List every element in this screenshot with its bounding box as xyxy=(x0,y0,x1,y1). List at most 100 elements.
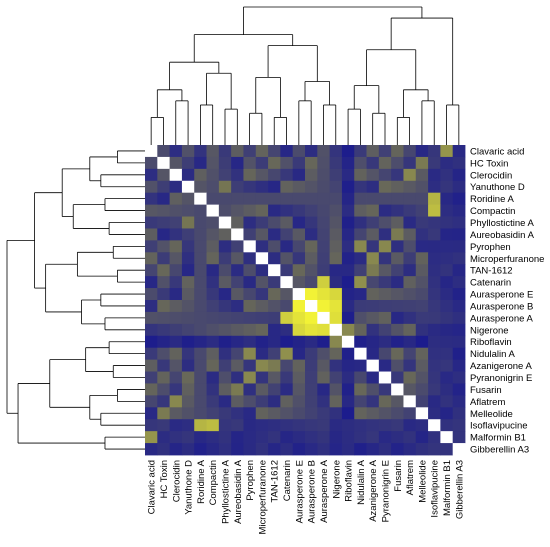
heatmap-cell xyxy=(354,311,367,325)
heatmap-cell xyxy=(292,276,306,289)
heatmap-cell xyxy=(440,264,454,277)
heatmap-cell xyxy=(255,323,269,337)
heatmap-cell xyxy=(415,311,429,325)
row-label: Roridine A xyxy=(470,194,514,205)
heatmap-cell xyxy=(194,323,207,337)
heatmap-cell xyxy=(428,407,441,420)
heatmap-cell xyxy=(415,300,429,313)
heatmap-cell xyxy=(268,347,281,361)
heatmap-cell xyxy=(231,395,244,408)
heatmap-cell xyxy=(366,264,380,277)
heatmap-cell xyxy=(280,323,294,337)
heatmap-cell xyxy=(366,347,380,361)
heatmap-cell xyxy=(354,216,367,229)
heatmap-cell xyxy=(194,168,207,182)
heatmap-cell xyxy=(169,264,183,277)
heatmap-cell xyxy=(305,359,318,372)
heatmap-cell xyxy=(329,443,343,456)
heatmap-cell xyxy=(452,276,466,289)
heatmap-cell xyxy=(428,156,441,170)
heatmap-cell xyxy=(428,371,441,384)
heatmap-cell xyxy=(354,323,367,337)
heatmap-cell xyxy=(341,395,355,408)
heatmap-cell xyxy=(268,407,281,420)
heatmap-cell xyxy=(292,288,306,301)
heatmap-cell xyxy=(218,335,232,349)
column-label: Aurasperone A xyxy=(319,459,330,523)
heatmap-cell xyxy=(145,216,158,229)
heatmap-cell xyxy=(243,216,257,229)
heatmap-cell xyxy=(280,311,294,325)
heatmap-cell xyxy=(317,359,331,372)
heatmap-cell xyxy=(157,240,171,253)
heatmap-cell xyxy=(391,216,404,229)
heatmap-cell xyxy=(428,264,441,277)
column-label: Aureobasidin A xyxy=(233,459,244,524)
heatmap-cell xyxy=(305,288,318,301)
heatmap-cell xyxy=(157,156,171,170)
heatmap-cell xyxy=(157,192,171,206)
heatmap-cell xyxy=(255,228,269,241)
heatmap-cell xyxy=(391,252,404,265)
heatmap-cell xyxy=(391,371,404,384)
heatmap-cell xyxy=(268,335,281,349)
heatmap-cell xyxy=(391,264,404,277)
heatmap-cell xyxy=(378,216,392,229)
heatmap-cell xyxy=(169,383,183,396)
heatmap-cell xyxy=(428,168,441,182)
heatmap-cell xyxy=(366,383,380,396)
heatmap-cell xyxy=(329,311,343,325)
heatmap-cell xyxy=(181,264,195,277)
heatmap-cell xyxy=(169,323,183,337)
heatmap-cell xyxy=(452,300,466,313)
heatmap-cell xyxy=(341,359,355,372)
heatmap-cell xyxy=(403,335,417,349)
heatmap-cell xyxy=(169,335,183,349)
column-label: TAN-1612 xyxy=(270,460,281,503)
heatmap-cell xyxy=(194,192,207,206)
heatmap-cell xyxy=(206,168,220,182)
heatmap-cell xyxy=(317,383,331,396)
heatmap-cell xyxy=(415,252,429,265)
heatmap-cell xyxy=(255,240,269,253)
heatmap-cell xyxy=(317,240,331,253)
heatmap-cell xyxy=(218,383,232,396)
heatmap-cell xyxy=(354,371,367,384)
row-label: Isoflavipucine xyxy=(470,421,528,432)
heatmap-cell xyxy=(169,228,183,241)
heatmap-cell xyxy=(231,300,244,313)
heatmap-cell xyxy=(194,300,207,313)
heatmap-cell xyxy=(169,252,183,265)
heatmap-cell xyxy=(268,359,281,372)
heatmap-cell xyxy=(181,359,195,372)
heatmap-cell xyxy=(206,407,220,420)
heatmap-cell xyxy=(329,156,343,170)
heatmap-cell xyxy=(428,300,441,313)
heatmap-cell xyxy=(415,383,429,396)
heatmap-cell xyxy=(268,228,281,241)
heatmap-cell xyxy=(341,228,355,241)
heatmap-cell xyxy=(181,300,195,313)
heatmap-cell xyxy=(255,180,269,194)
heatmap-cell xyxy=(317,311,331,325)
heatmap-cell xyxy=(231,180,244,194)
heatmap-cell xyxy=(169,204,183,217)
heatmap-cell xyxy=(428,276,441,289)
heatmap-cell xyxy=(391,335,404,349)
heatmap-cell xyxy=(243,359,257,372)
heatmap-cell xyxy=(403,204,417,217)
heatmap-cell xyxy=(366,145,380,158)
row-label: Pyrophen xyxy=(470,242,511,253)
heatmap-cell xyxy=(452,371,466,384)
heatmap-cell xyxy=(255,335,269,349)
heatmap-cell xyxy=(292,323,306,337)
heatmap-cell xyxy=(317,264,331,277)
heatmap-cell xyxy=(305,252,318,265)
heatmap-cell xyxy=(218,264,232,277)
heatmap-cell xyxy=(206,264,220,277)
heatmap-cell xyxy=(341,347,355,361)
heatmap-cell xyxy=(329,371,343,384)
heatmap-cell xyxy=(218,180,232,194)
heatmap-cell xyxy=(145,443,158,456)
